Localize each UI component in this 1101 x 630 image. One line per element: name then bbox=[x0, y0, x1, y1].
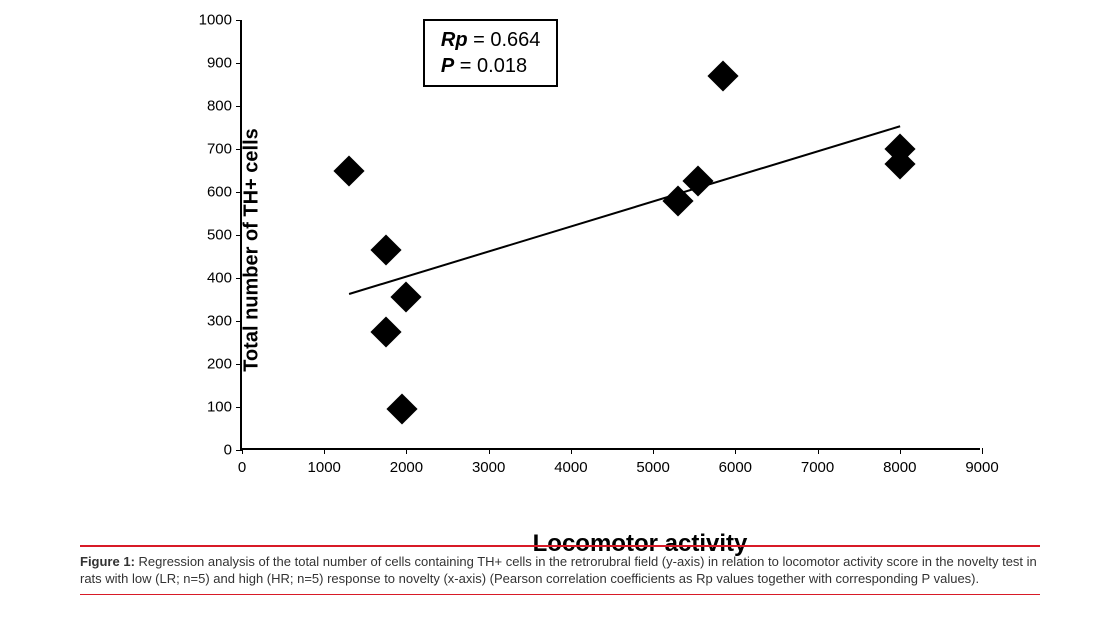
x-tick-label: 1000 bbox=[308, 459, 341, 476]
figure-label: Figure 1: bbox=[80, 554, 135, 569]
p-line: P = 0.018 bbox=[441, 53, 541, 79]
x-tick bbox=[406, 448, 407, 454]
divider-line-bottom bbox=[80, 594, 1040, 596]
y-tick-label: 300 bbox=[192, 313, 232, 330]
chart-area: Total number of TH+ cells Rp = 0.664 P =… bbox=[140, 10, 1020, 490]
scatter-point bbox=[370, 234, 401, 265]
y-tick bbox=[236, 321, 242, 322]
y-tick-label: 1000 bbox=[192, 12, 232, 29]
figure-caption: Figure 1: Regression analysis of the tot… bbox=[80, 547, 1040, 594]
y-tick-label: 700 bbox=[192, 141, 232, 158]
rp-line: Rp = 0.664 bbox=[441, 27, 541, 53]
y-tick-label: 800 bbox=[192, 98, 232, 115]
caption-container: Figure 1: Regression analysis of the tot… bbox=[80, 545, 1040, 595]
x-tick-label: 4000 bbox=[554, 459, 587, 476]
x-tick-label: 8000 bbox=[883, 459, 916, 476]
x-tick bbox=[242, 448, 243, 454]
rp-value: = 0.664 bbox=[468, 29, 541, 51]
scatter-point bbox=[333, 155, 364, 186]
y-tick-label: 400 bbox=[192, 270, 232, 287]
x-tick-label: 3000 bbox=[472, 459, 505, 476]
x-tick bbox=[735, 448, 736, 454]
x-tick bbox=[571, 448, 572, 454]
scatter-point bbox=[707, 60, 738, 91]
x-tick bbox=[900, 448, 901, 454]
y-tick bbox=[236, 235, 242, 236]
y-tick bbox=[236, 63, 242, 64]
scatter-point bbox=[387, 394, 418, 425]
y-tick bbox=[236, 149, 242, 150]
x-tick-label: 0 bbox=[238, 459, 246, 476]
x-tick bbox=[818, 448, 819, 454]
caption-text: Regression analysis of the total number … bbox=[80, 554, 1037, 587]
scatter-point bbox=[391, 282, 422, 313]
y-tick-label: 100 bbox=[192, 399, 232, 416]
y-tick bbox=[236, 278, 242, 279]
x-tick-label: 2000 bbox=[390, 459, 423, 476]
y-tick-label: 500 bbox=[192, 227, 232, 244]
figure-container: Total number of TH+ cells Rp = 0.664 P =… bbox=[80, 10, 1040, 558]
scatter-point bbox=[370, 316, 401, 347]
x-tick-label: 5000 bbox=[636, 459, 669, 476]
p-label: P bbox=[441, 55, 454, 77]
x-tick bbox=[324, 448, 325, 454]
y-tick-label: 0 bbox=[192, 442, 232, 459]
y-tick-label: 600 bbox=[192, 184, 232, 201]
y-tick-label: 200 bbox=[192, 356, 232, 373]
x-tick-label: 9000 bbox=[965, 459, 998, 476]
y-tick bbox=[236, 450, 242, 451]
rp-label: Rp bbox=[441, 29, 468, 51]
x-tick bbox=[489, 448, 490, 454]
x-tick-label: 7000 bbox=[801, 459, 834, 476]
x-tick bbox=[982, 448, 983, 454]
y-tick bbox=[236, 407, 242, 408]
plot-region: Rp = 0.664 P = 0.018 0100020003000400050… bbox=[240, 20, 980, 450]
y-tick bbox=[236, 106, 242, 107]
p-value: = 0.018 bbox=[454, 55, 527, 77]
y-tick-label: 900 bbox=[192, 55, 232, 72]
x-tick-label: 6000 bbox=[719, 459, 752, 476]
y-tick bbox=[236, 20, 242, 21]
x-tick bbox=[653, 448, 654, 454]
stats-annotation-box: Rp = 0.664 P = 0.018 bbox=[423, 19, 559, 87]
regression-line bbox=[349, 125, 900, 294]
y-tick bbox=[236, 364, 242, 365]
scatter-point bbox=[683, 166, 714, 197]
y-tick bbox=[236, 192, 242, 193]
